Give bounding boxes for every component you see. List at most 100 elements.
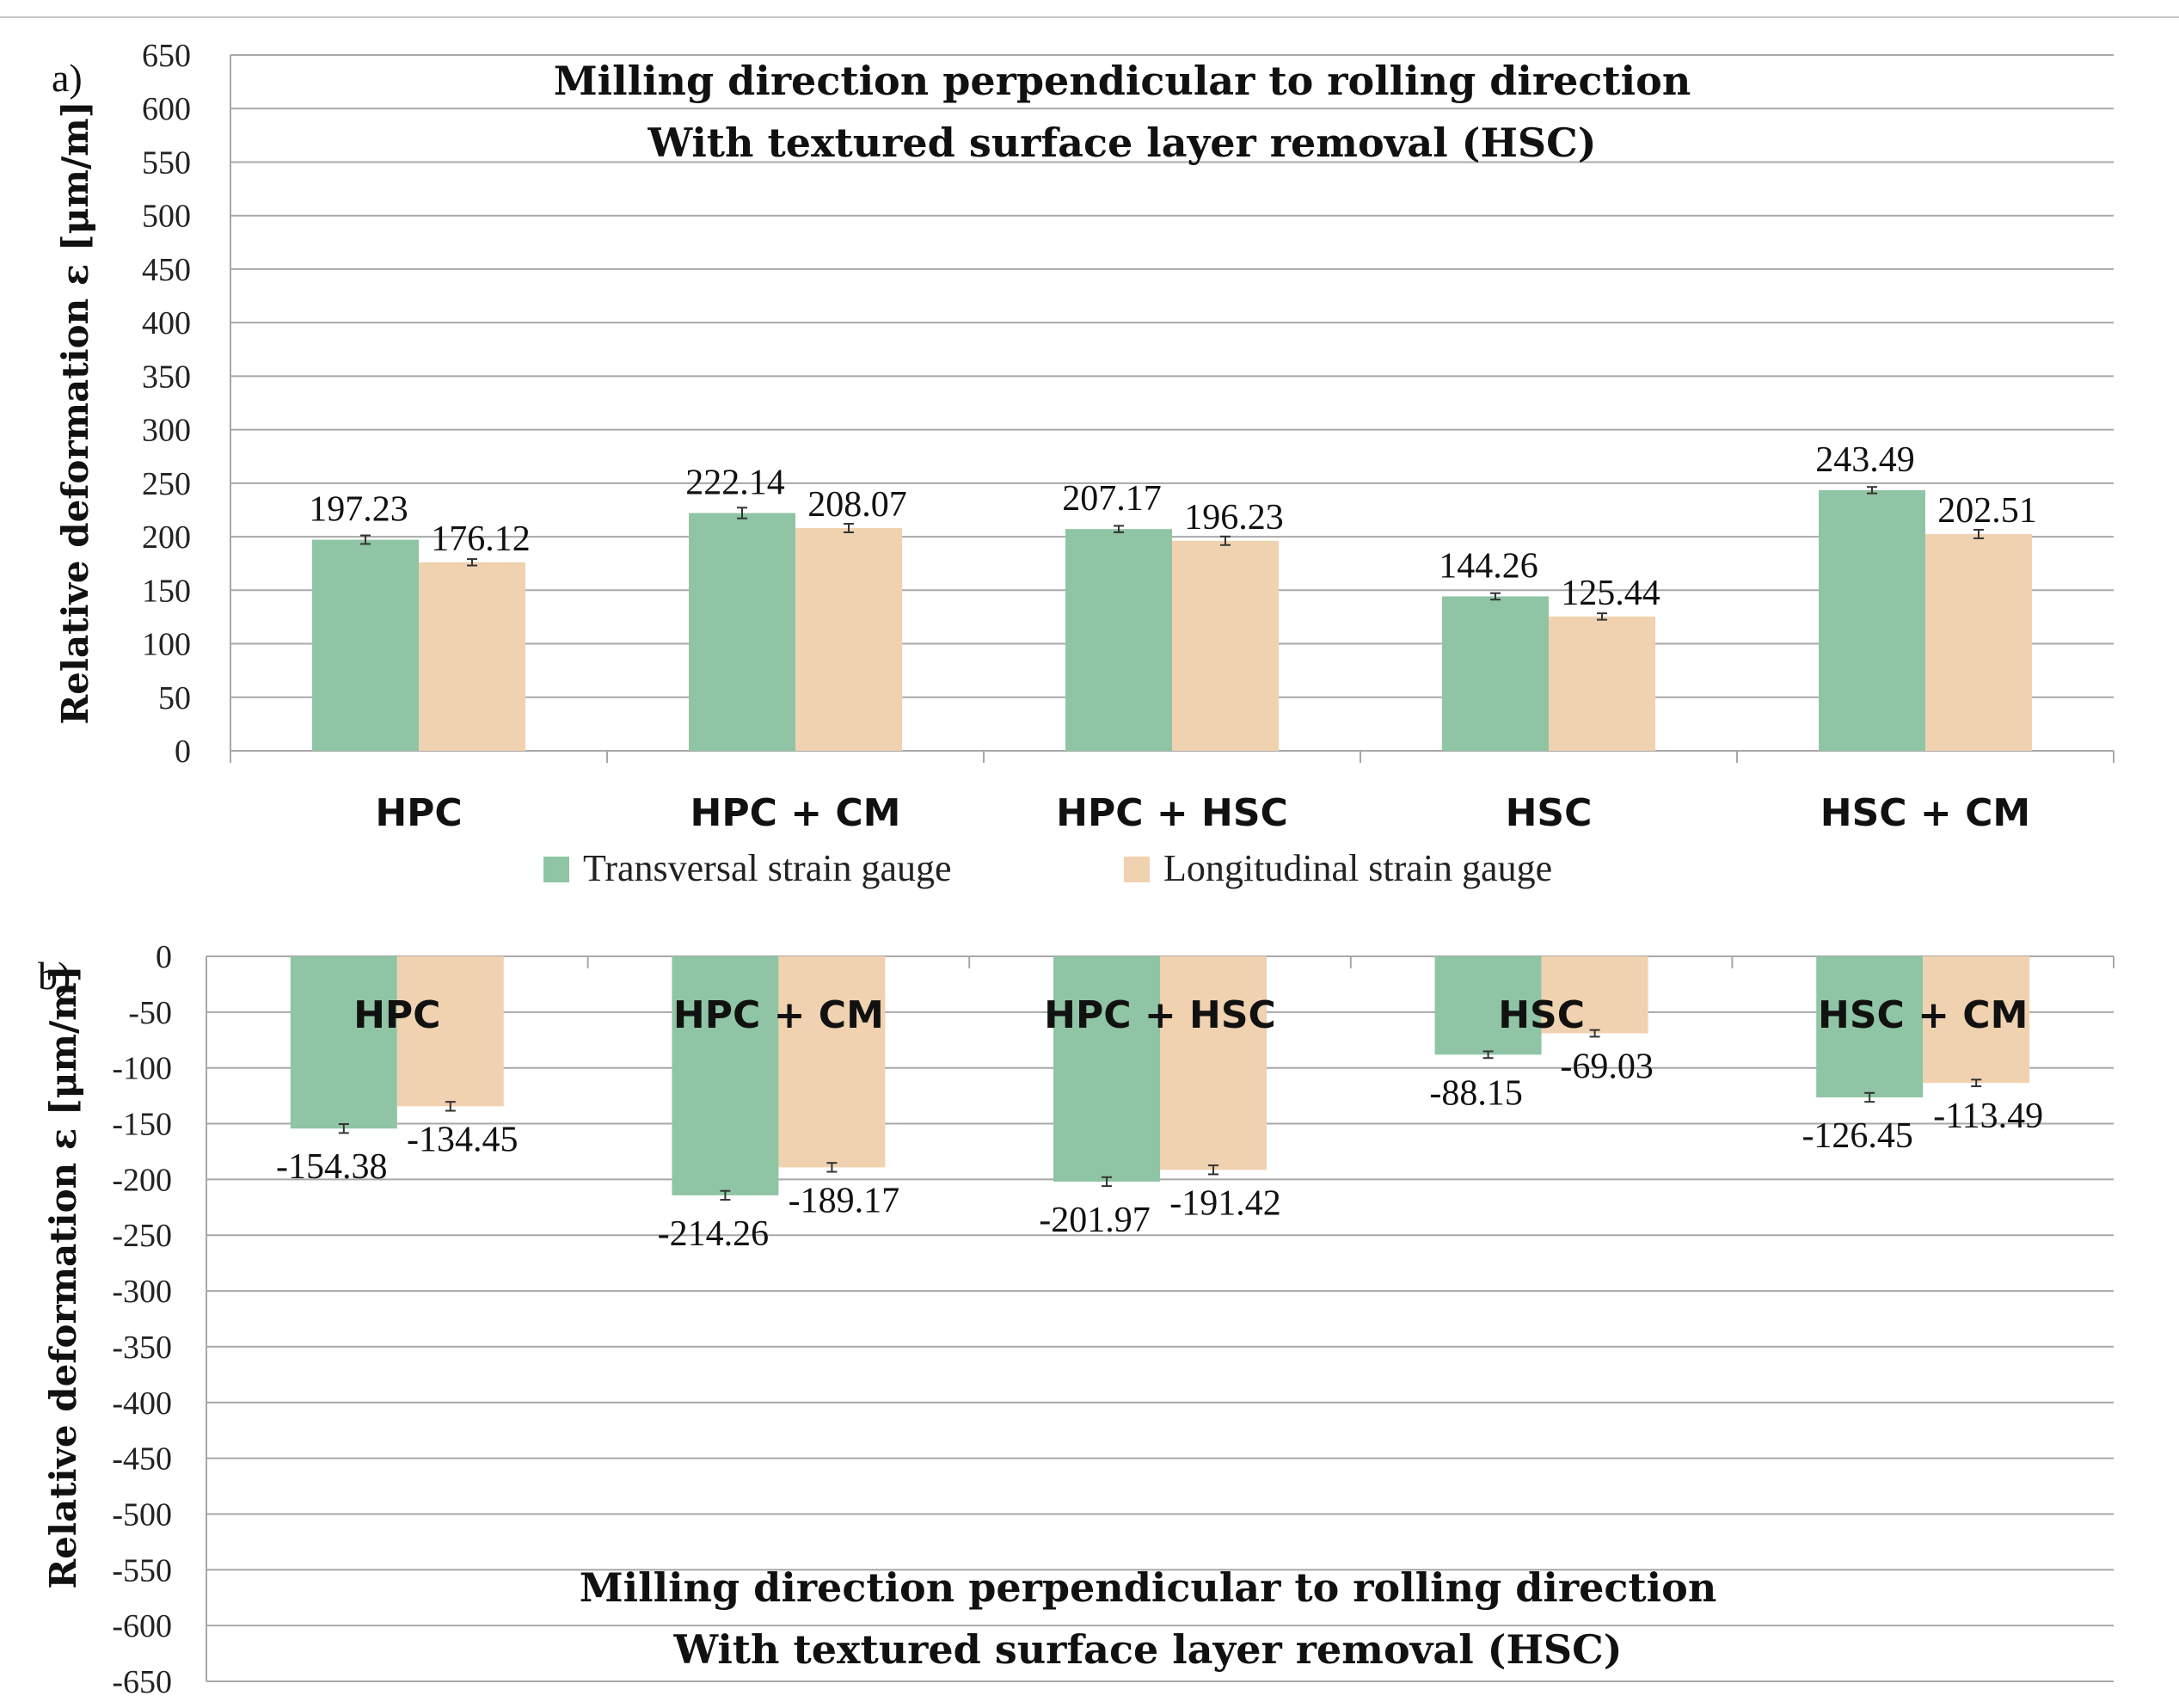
panel-a-category-labels: HPC HPC + CM HPC + HSC HSC HSC + CM (375, 791, 2030, 835)
a-y-tick-label: 50 (158, 680, 191, 716)
b-data-label: -69.03 (1560, 1048, 1654, 1087)
panel-b-title: Milling direction perpendicular to rolli… (580, 1564, 1717, 1611)
b-y-tick-label: -200 (112, 1162, 172, 1198)
panel-b-label: b) (38, 954, 71, 998)
b-category-label: HPC (353, 993, 440, 1037)
a-data-label: 208.07 (807, 485, 907, 525)
b-category-label: HPC + HSC (1044, 993, 1276, 1037)
panel-b-category-labels: HPC HPC + CM HPC + HSC HSC HSC + CM (353, 993, 2028, 1037)
b-bar-transversal (672, 956, 779, 1195)
a-y-tick-label: 350 (142, 359, 191, 395)
a-category-label: HSC + CM (1820, 791, 2030, 835)
b-data-label: -134.45 (407, 1120, 519, 1159)
panel-a-chart: 050100150200250300350400450500550600650 … (52, 38, 2115, 835)
b-y-tick-label: -600 (112, 1608, 172, 1644)
b-category-label: HSC (1498, 993, 1585, 1037)
panel-a-data-labels: 197.23 176.12 222.14 208.07 207.17 196.23 144.… (309, 440, 2037, 613)
a-bar-transversal (1442, 596, 1549, 751)
b-y-tick-label: -500 (112, 1496, 172, 1533)
a-data-label: 176.12 (431, 519, 531, 559)
panel-b-subtitle: With textured surface layer removal (HSC… (672, 1626, 1622, 1673)
panel-b-chart: 0 -50 -100 -150 -200 -250 -300 -350 -400 -450 -500… (38, 939, 2115, 1700)
b-y-tick-label: -400 (112, 1385, 172, 1422)
legend: Transversal strain gauge Longitudinal st… (543, 847, 1552, 889)
b-data-label: -189.17 (789, 1181, 900, 1220)
b-y-tick-label: -300 (112, 1274, 172, 1310)
b-bar-transversal (1816, 956, 1924, 1097)
b-data-label: -88.15 (1429, 1073, 1523, 1113)
a-category-label: HPC + CM (691, 791, 901, 835)
a-category-label: HPC (375, 791, 462, 835)
legend-swatch-longitudinal (1124, 857, 1150, 882)
a-bar-transversal (312, 539, 419, 751)
a-bar-transversal (689, 513, 795, 751)
a-y-tick-label: 450 (142, 252, 191, 288)
a-y-tick-label: 400 (142, 305, 191, 341)
b-bar-transversal (290, 956, 397, 1129)
panel-b-y-ticks: 0 -50 -100 -150 -200 -250 -300 -350 -400 -450 -500… (112, 939, 172, 1700)
b-y-tick-label: -450 (112, 1441, 172, 1478)
b-bar-transversal (1434, 956, 1542, 1055)
panel-b-y-axis-label: Relative deformation ε [μm/m] (42, 965, 84, 1588)
a-bar-longitudinal (1925, 533, 2032, 751)
b-y-tick-label: -250 (112, 1218, 172, 1254)
a-bar-longitudinal (419, 562, 525, 751)
panel-b-data-labels: -154.38 -134.45 -214.26 -189.17 -201.97 -191.… (276, 1048, 2043, 1254)
a-bar-longitudinal (1549, 616, 1655, 751)
b-y-tick-label: -550 (112, 1552, 172, 1588)
a-y-tick-label: 550 (142, 144, 191, 181)
b-category-label: HSC + CM (1818, 993, 2028, 1037)
b-data-label: -201.97 (1039, 1201, 1151, 1240)
panel-a-y-axis-label: Relative deformation ε [μm/m] (54, 101, 96, 724)
b-bar-longitudinal (396, 956, 504, 1107)
b-bar-longitudinal (1923, 956, 2030, 1084)
b-data-label: -126.45 (1802, 1116, 1913, 1156)
a-data-label: 222.14 (685, 464, 785, 503)
legend-label-transversal: Transversal strain gauge (583, 847, 952, 889)
a-y-tick-label: 200 (142, 519, 191, 556)
b-bar-longitudinal (778, 956, 886, 1168)
a-bar-transversal (1819, 489, 1925, 751)
b-y-tick-label: -350 (112, 1330, 172, 1366)
a-data-label: 202.51 (1937, 491, 2037, 531)
b-y-tick-label: -650 (112, 1664, 172, 1700)
panel-a-y-ticks: 0 50 100 150 200 250 300 350 400 450 500 550 600 650 (142, 38, 191, 770)
a-data-label: 197.23 (309, 490, 408, 530)
a-bar-longitudinal (1172, 540, 1279, 751)
a-y-tick-label: 500 (142, 199, 191, 235)
a-data-label: 207.17 (1062, 479, 1162, 519)
a-y-tick-label: 600 (142, 91, 191, 127)
legend-label-longitudinal: Longitudinal strain gauge (1163, 847, 1552, 889)
b-bar-longitudinal (1541, 956, 1648, 1034)
a-y-tick-label: 100 (142, 627, 191, 663)
b-y-tick-label: -50 (128, 995, 172, 1031)
a-category-label: HPC + HSC (1056, 791, 1288, 835)
b-y-tick-label: 0 (156, 939, 172, 975)
a-data-label: 243.49 (1815, 440, 1915, 480)
panel-b-bars (290, 956, 2030, 1201)
a-bar-longitudinal (795, 528, 902, 751)
a-data-label: 144.26 (1439, 546, 1538, 586)
panel-a-title: Milling direction perpendicular to rolli… (554, 58, 1691, 104)
a-data-label: 196.23 (1184, 498, 1284, 538)
b-data-label: -191.42 (1169, 1183, 1281, 1223)
a-y-tick-label: 150 (142, 573, 191, 609)
b-category-label: HPC + CM (673, 993, 884, 1037)
b-y-tick-label: -150 (112, 1107, 172, 1143)
panel-a-subtitle: With textured surface layer removal (HSC… (647, 120, 1596, 166)
b-y-tick-label: -100 (112, 1051, 172, 1087)
b-data-label: -154.38 (276, 1147, 388, 1187)
panel-a-label: a) (52, 56, 83, 100)
a-y-tick-label: 250 (142, 466, 191, 502)
legend-swatch-transversal (543, 857, 569, 882)
a-y-tick-label: 300 (142, 413, 191, 449)
panel-a-bars (312, 486, 2032, 751)
a-y-tick-label: 0 (175, 734, 191, 770)
b-bar-transversal (1053, 956, 1160, 1182)
b-data-label: -214.26 (658, 1214, 770, 1254)
a-bar-transversal (1065, 529, 1172, 751)
a-y-tick-label: 650 (142, 38, 191, 74)
b-data-label: -113.49 (1933, 1097, 2043, 1136)
a-data-label: 125.44 (1561, 574, 1660, 613)
